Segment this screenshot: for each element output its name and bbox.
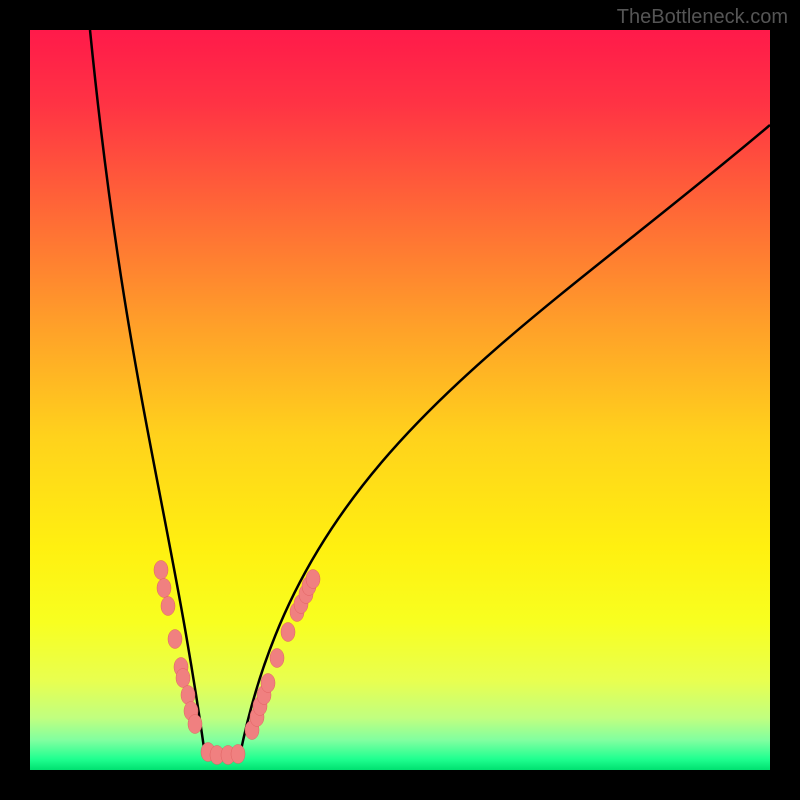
marker-point — [154, 561, 168, 580]
marker-point — [188, 715, 202, 734]
marker-point — [231, 745, 245, 764]
marker-point — [157, 579, 171, 598]
green-safe-band — [30, 755, 770, 770]
marker-point — [261, 674, 275, 693]
marker-point — [306, 570, 320, 589]
marker-point — [281, 623, 295, 642]
chart-svg — [30, 30, 770, 770]
marker-point — [161, 597, 175, 616]
marker-point — [270, 649, 284, 668]
bottleneck-chart — [30, 30, 770, 770]
marker-point — [168, 630, 182, 649]
watermark-text: TheBottleneck.com — [617, 6, 788, 29]
marker-point — [176, 669, 190, 688]
